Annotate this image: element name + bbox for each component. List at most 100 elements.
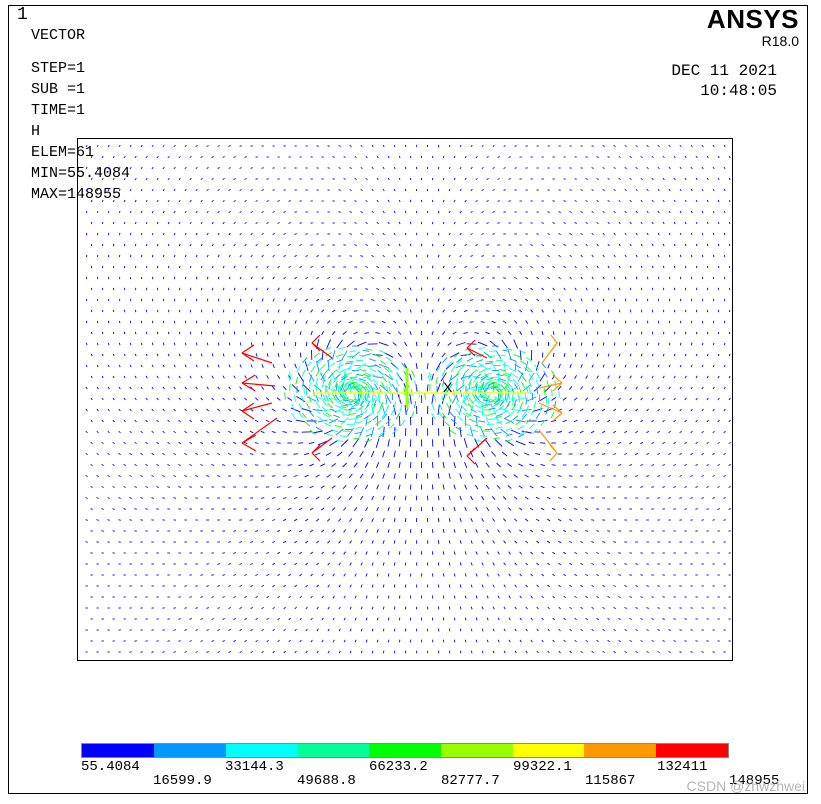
vector-arrow (464, 551, 467, 555)
pole-vector (328, 382, 331, 390)
pole-vector (481, 404, 489, 407)
pole-vector (479, 377, 485, 384)
vector-arrow (437, 341, 441, 347)
vector-arrow (222, 156, 225, 158)
vector-arrow (200, 265, 203, 269)
vector-arrow (508, 529, 512, 533)
vector-arrow (459, 473, 463, 479)
vector-arrow (217, 232, 220, 236)
vector-arrow (189, 199, 192, 203)
vector-arrow (112, 530, 115, 532)
vector-arrow (217, 298, 220, 302)
pole-vector (316, 383, 318, 391)
vector-arrow (123, 441, 126, 445)
pole-vector (484, 385, 487, 393)
vector-arrow (255, 552, 259, 554)
vector-arrow (107, 452, 110, 456)
vector-arrow (508, 639, 511, 643)
pole-vector (507, 390, 510, 398)
legend-label-1: 55.4084 (81, 759, 140, 775)
vector-arrow (398, 551, 401, 555)
vector-arrow (585, 639, 588, 643)
vector-arrow (415, 384, 418, 392)
vector-arrow (244, 265, 247, 269)
vector-arrow (378, 363, 389, 369)
pole-vector (501, 410, 508, 415)
vector-arrow (448, 166, 451, 170)
vector-arrow (728, 397, 731, 401)
vector-arrow (536, 628, 539, 632)
vector-arrow (200, 353, 203, 357)
vector-arrow (690, 254, 693, 258)
vector-arrow (96, 519, 99, 521)
vector-arrow (178, 375, 181, 379)
vector-arrow (211, 287, 214, 291)
vector-arrow (298, 464, 303, 466)
vector-arrow (503, 518, 507, 522)
vector-arrow (668, 210, 671, 214)
vector-arrow (266, 530, 270, 532)
pole-vector (543, 387, 546, 395)
vector-arrow (294, 276, 297, 280)
vector-arrow (305, 584, 308, 588)
vector-arrow (470, 277, 474, 279)
vector-arrow (580, 320, 583, 324)
vector-arrow (701, 210, 704, 214)
pole-vector (350, 381, 358, 384)
vector-arrow (382, 628, 385, 632)
vector-arrow (494, 439, 503, 447)
vector-arrow (173, 629, 176, 631)
vector-arrow (156, 221, 159, 225)
pole-vector (486, 377, 494, 381)
vector-arrow (569, 562, 573, 566)
vector-arrow (145, 486, 148, 488)
vector-arrow (211, 441, 215, 445)
vector-arrow (302, 384, 311, 392)
vector-arrow (535, 474, 540, 478)
pole-vector (379, 402, 384, 409)
vector-field-plot[interactable]: X (77, 138, 733, 661)
vector-arrow (222, 243, 225, 247)
vector-arrow (250, 364, 253, 368)
pole-vector (471, 392, 476, 400)
max-label: MAX=148955 (31, 186, 122, 203)
vector-arrow (288, 639, 291, 643)
vector-arrow (254, 442, 259, 444)
pole-vector (494, 408, 502, 412)
vector-arrow (173, 386, 176, 390)
vector-arrow (184, 145, 187, 147)
pole-vector (385, 397, 388, 405)
watermark: CSDN @zhwzhwei (686, 778, 805, 794)
vector-arrow (695, 375, 698, 379)
vector-arrow (551, 464, 556, 466)
vector-arrow (243, 464, 248, 466)
vector-arrow (591, 585, 595, 587)
pole-vector (444, 421, 451, 427)
vector-arrow (690, 629, 693, 631)
vector-arrow (398, 287, 401, 291)
vector-arrow (272, 650, 275, 654)
vector-arrow (640, 353, 643, 357)
vector-arrow (361, 375, 372, 379)
vector-arrow (723, 166, 726, 170)
vector-arrow (337, 496, 342, 500)
plot-type-label: VECTOR (31, 27, 86, 44)
vector-arrow (145, 353, 148, 357)
vector-arrow (563, 573, 567, 577)
vector-arrow (431, 461, 434, 469)
vector-arrow (486, 617, 489, 621)
vector-arrow (662, 464, 665, 466)
vector-arrow (464, 287, 468, 291)
vector-arrow (596, 243, 599, 247)
pole-vector (335, 373, 341, 379)
vector-arrow (690, 452, 693, 456)
vector-arrow (310, 639, 313, 643)
vector-arrow (525, 298, 529, 302)
pole-vector (322, 399, 328, 407)
pole-vector (429, 373, 432, 381)
vector-arrow (574, 178, 577, 180)
pole-vector (476, 410, 484, 414)
vector-arrow (349, 233, 352, 235)
vector-arrow (512, 452, 519, 456)
vector-arrow (629, 640, 632, 642)
